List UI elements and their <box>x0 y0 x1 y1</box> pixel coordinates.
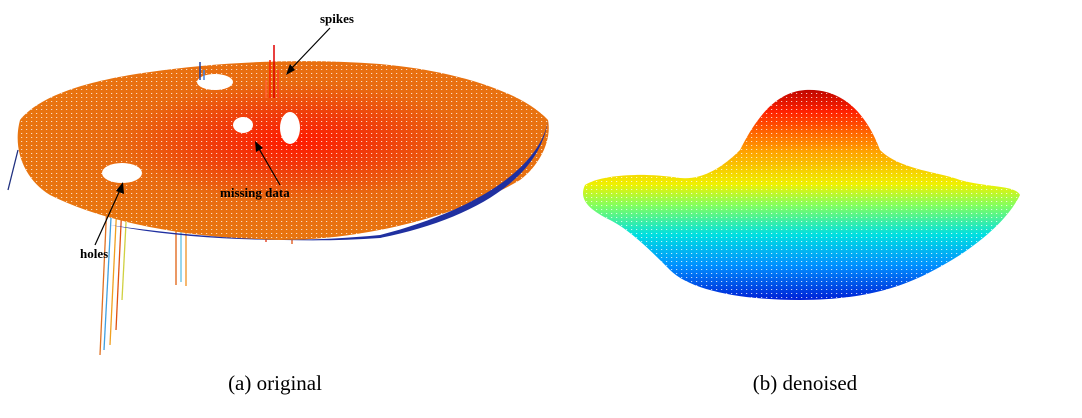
annotation: spikes <box>320 11 354 26</box>
arrow <box>94 189 121 246</box>
caption: (b) denoised <box>753 371 858 395</box>
arrowhead <box>255 141 263 152</box>
arrow <box>289 27 331 71</box>
arrowhead <box>116 182 124 194</box>
arrowhead <box>286 64 295 75</box>
panel-denoised: (b) denoised <box>582 89 1020 395</box>
annotation: missing data <box>220 185 290 200</box>
caption: (a) original <box>228 371 322 395</box>
surface-texture <box>17 61 549 240</box>
panel-original: spikes missing data holes (a) original <box>7 11 549 395</box>
arrow <box>257 146 281 186</box>
annotation: holes <box>80 246 108 261</box>
hole <box>233 117 253 133</box>
hole <box>102 163 142 183</box>
surface-texture <box>582 89 1020 300</box>
upward-spikes <box>199 45 279 98</box>
hole <box>197 74 233 90</box>
hole <box>280 112 300 144</box>
